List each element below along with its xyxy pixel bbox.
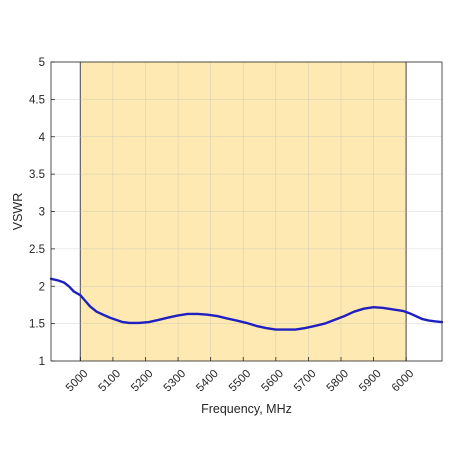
y-tick-label: 3	[39, 207, 45, 219]
x-tick-label: 5700	[292, 368, 319, 395]
x-tick-label: 5300	[162, 368, 189, 395]
y-tick-label: 1.5	[29, 319, 45, 331]
y-axis-label: VSWR	[11, 193, 25, 231]
x-tick-label: 5500	[227, 368, 254, 395]
x-tick-label: 5400	[194, 368, 221, 395]
x-tick-label: 6000	[390, 368, 417, 395]
y-tick-label: 1	[39, 356, 45, 368]
y-tick-label: 2.5	[29, 244, 45, 256]
x-tick-label: 5900	[357, 368, 384, 395]
y-tick-label: 5	[39, 57, 45, 69]
x-tick-label: 5600	[259, 368, 286, 395]
x-axis-label: Frequency, MHz	[201, 402, 292, 416]
x-tick-label: 5800	[325, 368, 352, 395]
vswr-series-line	[49, 277, 444, 331]
x-tick-label: 5200	[129, 368, 156, 395]
y-tick-label: 3.5	[29, 169, 45, 181]
x-tick-label: 5000	[64, 368, 91, 395]
y-tick-label: 2	[39, 281, 45, 293]
x-tick-label: 5100	[97, 368, 124, 395]
y-tick-label: 4.5	[29, 94, 45, 106]
y-tick-label: 4	[39, 132, 46, 144]
